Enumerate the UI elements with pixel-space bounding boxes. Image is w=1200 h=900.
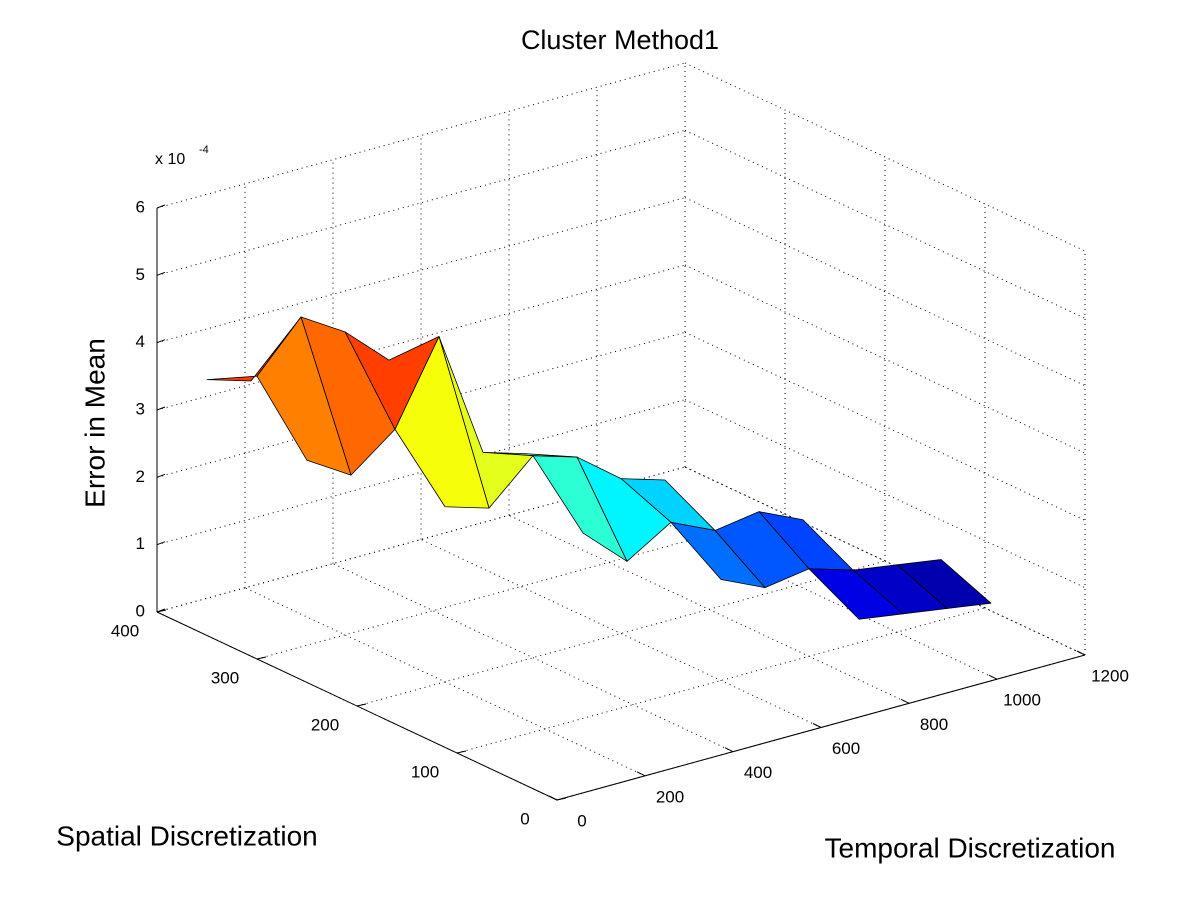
- x-tick-label: 400: [744, 763, 772, 782]
- y-axis-label: Spatial Discretization: [56, 820, 317, 851]
- tick-mark: [156, 406, 166, 411]
- x-tick-label: 800: [920, 715, 948, 734]
- tick-mark: [356, 703, 367, 707]
- grid-line: [596, 490, 998, 680]
- surface-cell: [256, 316, 352, 476]
- tick-mark: [548, 795, 558, 801]
- tick-mark: [156, 339, 166, 344]
- tick-mark: [156, 541, 166, 546]
- x-tick-label: 0: [577, 811, 586, 830]
- multiplier-base: x 10: [155, 151, 185, 168]
- surface-cell: [808, 568, 904, 620]
- y-tick-label: 200: [311, 715, 339, 734]
- x-tick-label: 1000: [1003, 691, 1041, 710]
- tick-mark: [988, 674, 998, 680]
- tick-mark: [156, 271, 166, 276]
- z-tick-label: 1: [136, 534, 145, 553]
- tick-mark: [724, 747, 734, 753]
- z-tick-label: 6: [136, 197, 145, 216]
- x-tick-label: 200: [656, 787, 684, 806]
- surface-cell: [532, 455, 628, 562]
- grid-line: [332, 563, 734, 753]
- y-tick-label: 300: [211, 668, 239, 687]
- chart-title: Cluster Method1: [521, 25, 719, 55]
- multiplier-exponent: -4: [199, 144, 209, 156]
- z-tick-label: 3: [136, 399, 145, 418]
- tick-mark: [556, 797, 567, 801]
- grid-line: [684, 129, 1086, 319]
- z-tick-label: 2: [136, 467, 145, 486]
- y-tick-label: 100: [411, 762, 439, 781]
- y-tick-label: 400: [111, 621, 139, 640]
- y-tick-label: 0: [520, 809, 529, 828]
- tick-mark: [1076, 650, 1086, 656]
- surface-cell: [670, 521, 766, 589]
- surface-cell: [394, 336, 490, 509]
- grid-line: [684, 466, 1086, 656]
- grid-line: [244, 587, 646, 777]
- grid-line: [684, 331, 1086, 521]
- x-tick-label: 1200: [1091, 666, 1129, 685]
- tick-mark: [156, 204, 166, 209]
- z-tick-label: 4: [136, 332, 145, 351]
- x-tick-label: 600: [832, 739, 860, 758]
- tick-mark: [900, 698, 910, 704]
- tick-mark: [456, 750, 467, 754]
- grid-line: [420, 539, 822, 728]
- tick-mark: [156, 473, 166, 478]
- grid-line: [684, 197, 1086, 387]
- tick-mark: [156, 609, 167, 613]
- x-axis-label: Temporal Discretization: [825, 832, 1116, 863]
- grid-line: [684, 399, 1086, 589]
- grid-line: [684, 62, 1086, 252]
- grid-line: [684, 264, 1086, 454]
- z-tick-label: 0: [136, 601, 145, 620]
- tick-mark: [636, 771, 646, 777]
- tick-mark: [256, 656, 267, 660]
- z-tick-label: 5: [136, 265, 145, 284]
- tick-mark: [812, 723, 822, 728]
- z-axis-label: Error in Mean: [79, 338, 110, 508]
